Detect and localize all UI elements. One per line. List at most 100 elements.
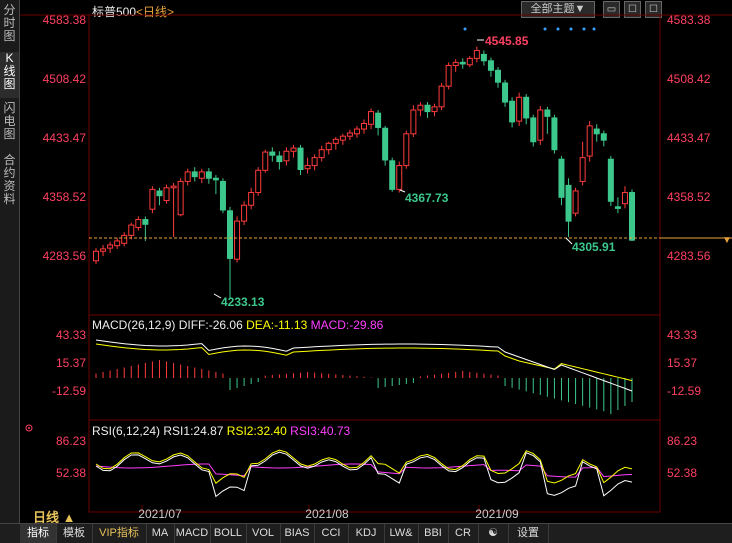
candle-body	[332, 138, 339, 144]
candle-body	[565, 184, 572, 222]
toolbar-item-12[interactable]: CR	[448, 524, 479, 543]
toolbar-item-3[interactable]: MA	[146, 524, 175, 543]
period-selector[interactable]: 日线 ▲	[33, 510, 76, 525]
candle-body	[480, 53, 487, 62]
candle-body	[629, 192, 635, 241]
maximize-button[interactable]: ☐	[645, 1, 662, 18]
rsi1-line	[95, 451, 633, 498]
candle-body	[530, 117, 537, 143]
candle-body	[248, 192, 255, 206]
price-tick-left: 4583.38	[43, 13, 87, 27]
price-tick-right: 4433.47	[667, 131, 711, 145]
candle-body	[219, 180, 226, 211]
macd-title: MACD(26,12,9)	[92, 318, 176, 332]
macd-dea: DEA:-11.13	[246, 318, 308, 332]
candle-body	[184, 171, 191, 182]
candle-body	[600, 133, 607, 141]
toolbar-item-11[interactable]: BBI	[418, 524, 449, 543]
minimize-button[interactable]: ▭	[603, 1, 620, 18]
toolbar-item-8[interactable]: CCI	[314, 524, 349, 543]
candle-body	[410, 109, 417, 135]
candle-body	[579, 157, 586, 182]
macd-tick-right: -12.59	[667, 384, 701, 398]
rsi3-value: RSI3:40.73	[290, 424, 351, 438]
macd-value: MACD:-29.86	[310, 318, 384, 332]
signal-dot	[543, 27, 547, 31]
candle-body	[353, 128, 360, 135]
annotation-pointer	[213, 293, 222, 299]
tab-timeshare-label: 分时图	[3, 3, 16, 43]
toolbar-item-5[interactable]: BOLL	[210, 524, 247, 543]
toolbar-item-2[interactable]: VIP指标	[92, 524, 147, 543]
price-tick-left: 4433.47	[43, 131, 87, 145]
tab-flash-label: 闪电图	[3, 101, 16, 141]
price-annotation: 4305.91	[572, 240, 616, 254]
theme-dropdown[interactable]: 全部主题▼	[521, 1, 595, 18]
indicator-toolbar: 指标 模板 VIP指标 MA MACD BOLL VOL BIAS CCI KDJ LW& BBI CR…	[0, 523, 732, 543]
chart-canvas[interactable]: 4583.38 4583.38 4508.42 4508.42 4433.47 4433.…	[0, 0, 732, 523]
toolbar-item-14[interactable]: 设置	[508, 524, 549, 543]
macd-legend: MACD(26,12,9) DIFF:-26.06 DEA:-11.13 MAC…	[92, 318, 383, 332]
rsi-title: RSI(6,12,24)	[92, 424, 161, 438]
candle-body	[438, 85, 445, 108]
macd-diff-line	[95, 339, 633, 392]
candle-body	[205, 171, 212, 179]
rsi2-line	[95, 449, 633, 484]
candle-body	[114, 240, 121, 247]
rsi3-line	[95, 463, 633, 478]
candle-body	[100, 248, 107, 252]
candle-body	[255, 169, 262, 194]
toolbar-item-13[interactable]: ☯	[478, 524, 509, 543]
candle-body	[452, 61, 459, 67]
rsi2-value: RSI2:32.40	[226, 424, 287, 438]
macd-tick-left: 43.33	[56, 328, 86, 342]
price-tick-right: 4508.42	[667, 72, 711, 86]
x-axis-label: 2021/09	[475, 507, 519, 521]
annotation-pointer	[565, 237, 573, 245]
candle-body	[191, 171, 198, 178]
rsi-settings-icon	[25, 424, 33, 432]
candle-body	[170, 185, 177, 189]
price-tick-right: 4283.56	[667, 249, 711, 263]
candle-body	[283, 150, 290, 162]
tab-contract-info-label: 合约资料	[3, 153, 16, 206]
candle-body	[156, 190, 163, 197]
candle-body	[403, 133, 410, 167]
signal-dot	[556, 27, 560, 31]
restore-button[interactable]: ☐	[624, 1, 641, 18]
toolbar-item-7[interactable]: BIAS	[280, 524, 315, 543]
toolbar-item-4[interactable]: MACD	[174, 524, 211, 543]
tab-flash[interactable]: 闪电图	[0, 102, 19, 148]
signal-dot	[582, 27, 586, 31]
toolbar-item-0[interactable]: 指标	[20, 524, 57, 543]
candle-body	[241, 204, 248, 222]
candle-body	[325, 142, 332, 151]
candle-body	[523, 96, 530, 119]
candle-body	[276, 155, 283, 163]
signal-dot	[592, 27, 596, 31]
signal-dot	[463, 27, 467, 31]
price-tick-right: 4358.52	[667, 190, 711, 204]
candle-body	[198, 171, 205, 179]
candle-body	[382, 127, 389, 161]
candle-body	[558, 158, 565, 198]
toolbar-item-6[interactable]: VOL	[246, 524, 281, 543]
candle-body	[121, 234, 128, 244]
candle-body	[502, 82, 509, 103]
tab-timeshare[interactable]: 分时图	[0, 4, 19, 48]
toolbar-item-9[interactable]: KDJ	[348, 524, 385, 543]
candle-body	[262, 151, 269, 171]
candle-body	[107, 244, 114, 249]
candle-body	[551, 117, 558, 151]
signal-dot	[569, 27, 573, 31]
rsi-tick-right: 52.38	[667, 466, 697, 480]
tab-contract-info[interactable]: 合约资料	[0, 154, 19, 214]
rsi1-value: RSI1:24.87	[163, 424, 224, 438]
candle-body	[290, 147, 297, 152]
candle-body	[396, 165, 403, 190]
toolbar-item-10[interactable]: LW&	[384, 524, 419, 543]
toolbar-item-1[interactable]: 模板	[56, 524, 93, 543]
macd-dea-line	[95, 343, 633, 382]
